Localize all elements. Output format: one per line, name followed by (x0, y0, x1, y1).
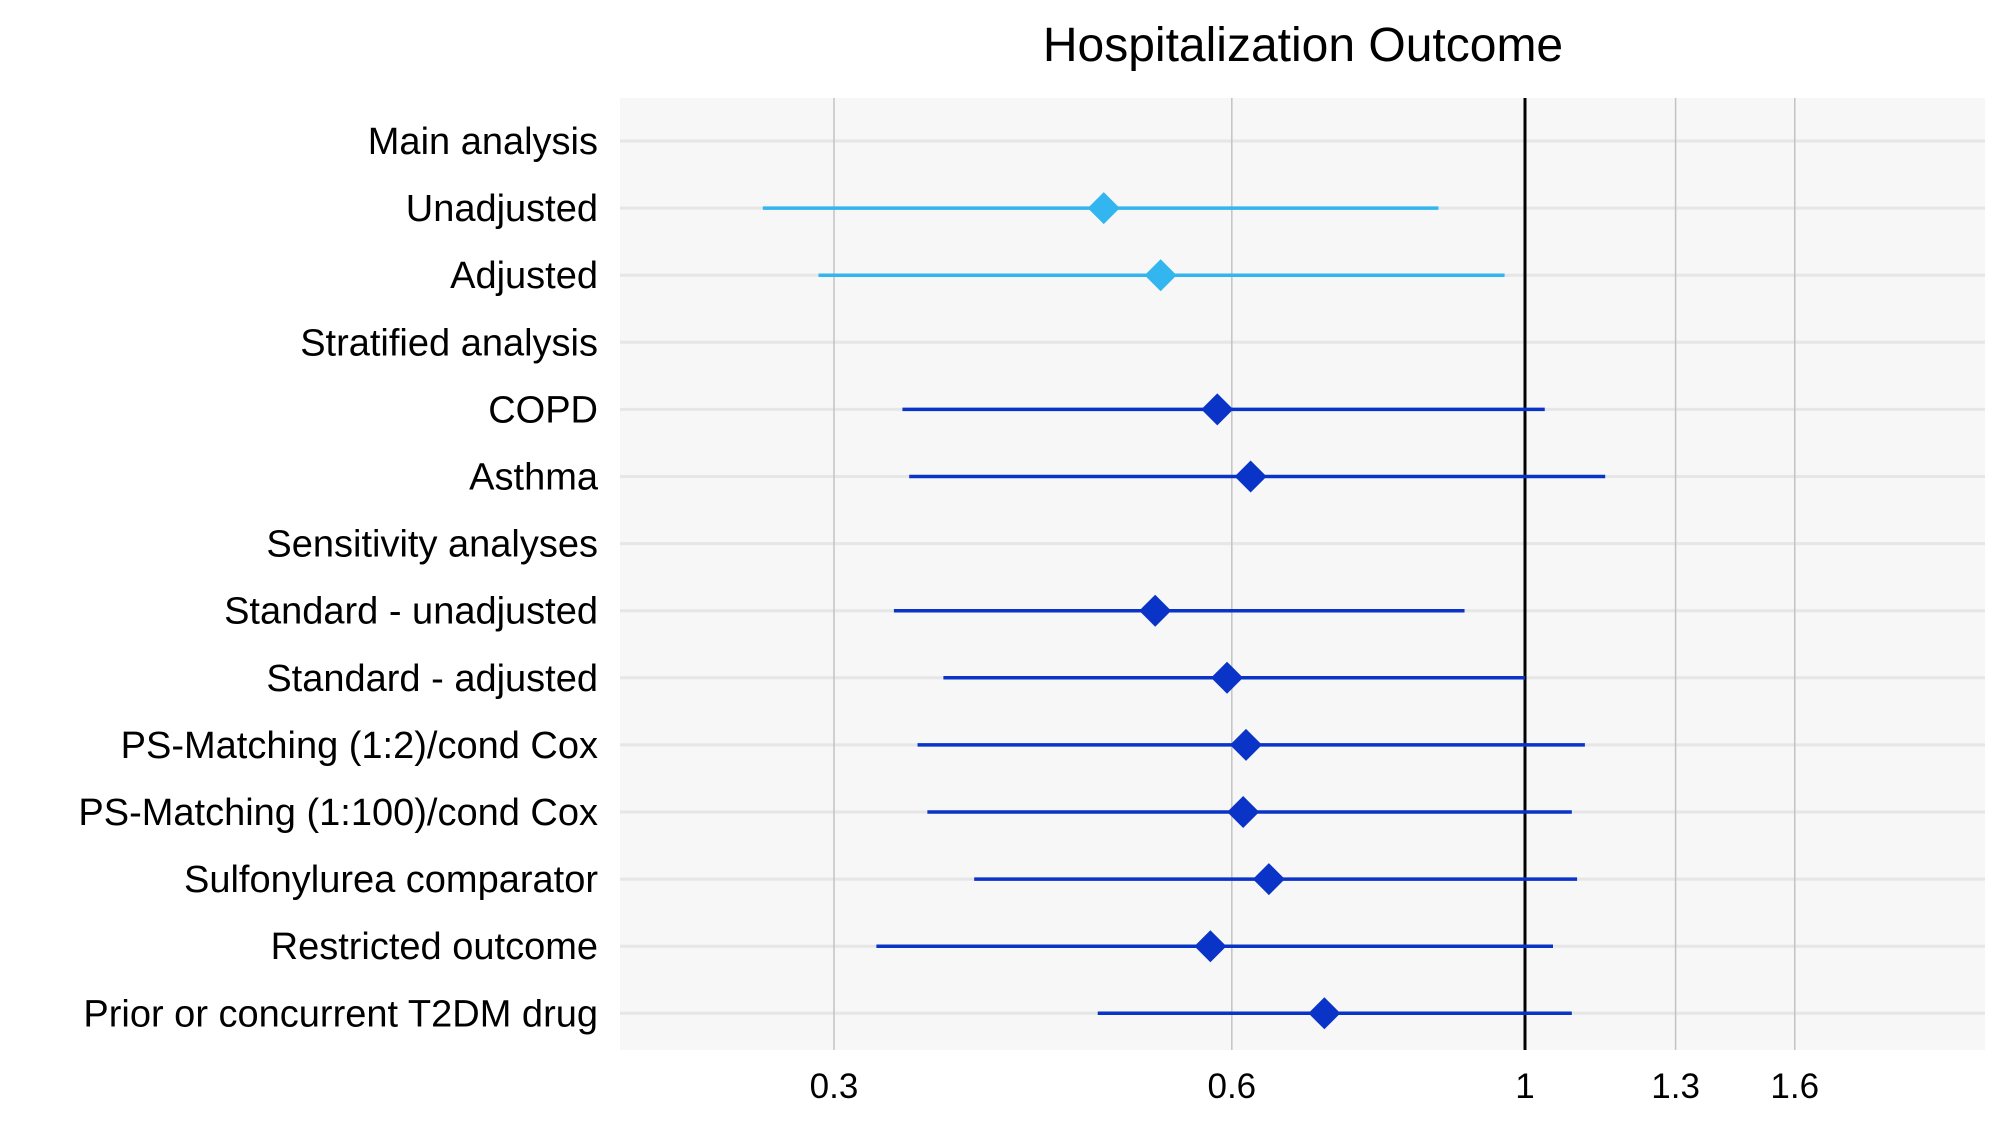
x-axis-ticks: 0.3 0.6 1 1.3 1.6 (810, 1067, 1819, 1106)
x-tick-label: 1.6 (1770, 1067, 1819, 1106)
x-tick-label: 1 (1515, 1067, 1534, 1106)
row-label: Unadjusted (406, 188, 598, 230)
row-label: Sulfonylurea comparator (184, 859, 598, 901)
vertical-gridlines (833, 98, 1796, 1050)
row-label: Adjusted (450, 255, 598, 297)
point-estimate-marker (1087, 192, 1120, 225)
section-header-label: Sensitivity analyses (266, 524, 598, 566)
row-label: PS-Matching (1:2)/cond Cox (121, 725, 598, 767)
point-estimate-marker (1234, 460, 1267, 493)
point-estimates (1087, 192, 1341, 1030)
point-estimate-marker (1144, 259, 1177, 292)
point-estimate-marker (1229, 728, 1262, 761)
row-label: Standard - unadjusted (224, 591, 598, 633)
chart-title: Hospitalization Outcome (1043, 19, 1563, 72)
row-label: COPD (488, 389, 598, 431)
point-estimate-marker (1211, 661, 1244, 694)
section-header-label: Main analysis (368, 121, 598, 163)
point-estimate-marker (1139, 594, 1172, 627)
x-tick-label: 0.6 (1207, 1067, 1256, 1106)
row-label: Prior or concurrent T2DM drug (83, 993, 598, 1035)
point-estimate-marker (1308, 997, 1341, 1030)
point-estimate-marker (1252, 863, 1285, 896)
row-label: PS-Matching (1:100)/cond Cox (78, 792, 598, 834)
row-labels: Main analysis Unadjusted Adjusted Stratifie… (78, 121, 598, 1035)
plot-panel (620, 98, 1985, 1050)
row-label: Asthma (469, 457, 599, 499)
x-tick-label: 0.3 (810, 1067, 859, 1106)
x-tick-label: 1.3 (1651, 1067, 1700, 1106)
point-estimate-marker (1201, 393, 1234, 426)
row-label: Restricted outcome (271, 926, 598, 968)
section-header-label: Stratified analysis (300, 322, 598, 364)
point-estimate-marker (1227, 796, 1260, 828)
row-label: Standard - adjusted (266, 658, 598, 700)
point-estimate-marker (1194, 930, 1227, 963)
